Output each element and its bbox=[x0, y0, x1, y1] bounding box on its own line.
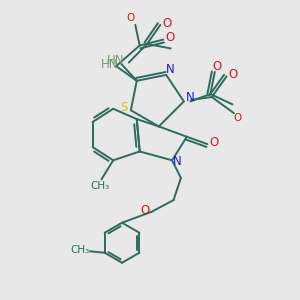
Text: N: N bbox=[173, 155, 182, 168]
Text: O: O bbox=[233, 113, 242, 124]
Text: HN: HN bbox=[106, 54, 124, 67]
Text: CH₃: CH₃ bbox=[70, 245, 89, 255]
Text: O: O bbox=[212, 60, 222, 73]
Text: O: O bbox=[140, 205, 150, 218]
Text: N: N bbox=[166, 63, 175, 76]
Text: HN: HN bbox=[101, 58, 119, 71]
Text: CH₃: CH₃ bbox=[90, 181, 110, 191]
Text: O: O bbox=[162, 17, 171, 30]
Text: N: N bbox=[186, 92, 195, 104]
Text: O: O bbox=[127, 14, 135, 23]
Text: O: O bbox=[209, 136, 218, 149]
Text: O: O bbox=[228, 68, 238, 80]
Text: S: S bbox=[121, 101, 128, 114]
Text: O: O bbox=[165, 31, 174, 44]
